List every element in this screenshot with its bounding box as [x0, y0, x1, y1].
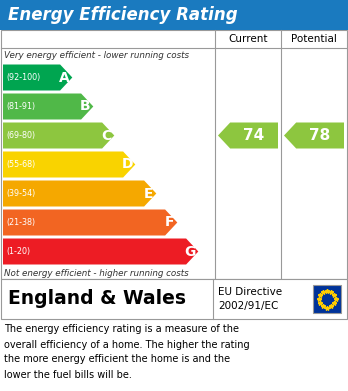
Polygon shape [284, 122, 344, 149]
Text: D: D [122, 158, 133, 172]
Polygon shape [3, 65, 72, 90]
Polygon shape [218, 122, 278, 149]
Text: (81-91): (81-91) [6, 102, 35, 111]
Text: (1-20): (1-20) [6, 247, 30, 256]
Text: (92-100): (92-100) [6, 73, 40, 82]
Text: G: G [185, 244, 196, 258]
Text: (55-68): (55-68) [6, 160, 35, 169]
Bar [313, 285, 341, 313]
Text: A: A [59, 70, 70, 84]
Polygon shape [3, 93, 93, 120]
Text: EU Directive: EU Directive [218, 287, 282, 297]
Text: 74: 74 [244, 128, 265, 143]
Text: E: E [144, 187, 153, 201]
Text: F: F [165, 215, 174, 230]
Text: 2002/91/EC: 2002/91/EC [218, 301, 278, 311]
Text: (39-54): (39-54) [6, 189, 35, 198]
Text: Current: Current [228, 34, 268, 44]
Text: Potential: Potential [291, 34, 337, 44]
Text: Very energy efficient - lower running costs: Very energy efficient - lower running co… [4, 51, 189, 60]
Polygon shape [3, 210, 177, 235]
Text: England & Wales: England & Wales [8, 289, 186, 308]
Bar [0, 0, 348, 30]
Bar [1, 279, 347, 319]
Polygon shape [3, 181, 156, 206]
Bar [1, 30, 347, 279]
Polygon shape [3, 122, 114, 149]
Text: C: C [101, 129, 111, 142]
Text: The energy efficiency rating is a measure of the: The energy efficiency rating is a measur… [4, 325, 239, 334]
Text: (21-38): (21-38) [6, 218, 35, 227]
Text: (69-80): (69-80) [6, 131, 35, 140]
Text: 78: 78 [309, 128, 331, 143]
Text: the more energy efficient the home is and the: the more energy efficient the home is an… [4, 355, 230, 364]
Text: lower the fuel bills will be.: lower the fuel bills will be. [4, 369, 132, 380]
Polygon shape [3, 151, 135, 178]
Text: Energy Efficiency Rating: Energy Efficiency Rating [8, 6, 238, 24]
Polygon shape [3, 239, 198, 264]
Text: overall efficiency of a home. The higher the rating: overall efficiency of a home. The higher… [4, 339, 250, 350]
Text: Not energy efficient - higher running costs: Not energy efficient - higher running co… [4, 269, 189, 278]
Text: B: B [80, 99, 91, 113]
